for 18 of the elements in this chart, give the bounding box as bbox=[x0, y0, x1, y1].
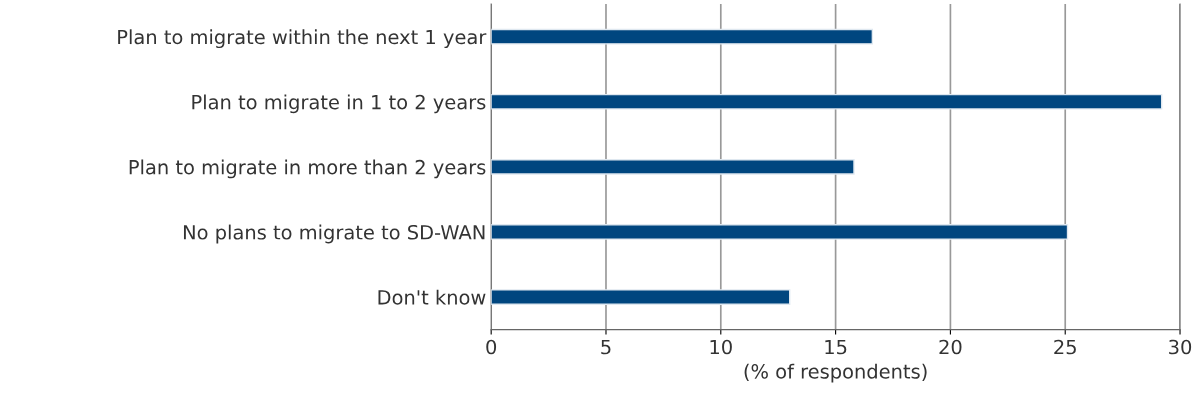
x-tick-label: 15 bbox=[825, 339, 847, 355]
bar bbox=[491, 28, 874, 45]
y-tick-label: Don't know bbox=[378, 289, 486, 305]
bar bbox=[491, 159, 855, 175]
bar bbox=[491, 289, 791, 305]
x-tick-label: 20 bbox=[939, 339, 962, 355]
x-tick-label: 0 bbox=[486, 339, 497, 355]
y-tick-label: No plans to migrate to SD-WAN bbox=[183, 224, 485, 244]
x-tick-label: 5 bbox=[601, 339, 611, 355]
y-tick-label: Plan to migrate within the next 1 year bbox=[118, 29, 487, 49]
bar bbox=[491, 93, 1163, 110]
x-tick-label: 30 bbox=[1169, 339, 1192, 355]
x-tick-label: 25 bbox=[1054, 339, 1076, 355]
x-tick-label: 10 bbox=[710, 339, 732, 355]
x-axis-title: (% of respondents) bbox=[744, 363, 927, 383]
y-tick-label: Plan to migrate in 1 to 2 years bbox=[192, 94, 486, 114]
y-tick-label: Plan to migrate in more than 2 years bbox=[129, 159, 486, 179]
bar bbox=[491, 224, 1069, 240]
